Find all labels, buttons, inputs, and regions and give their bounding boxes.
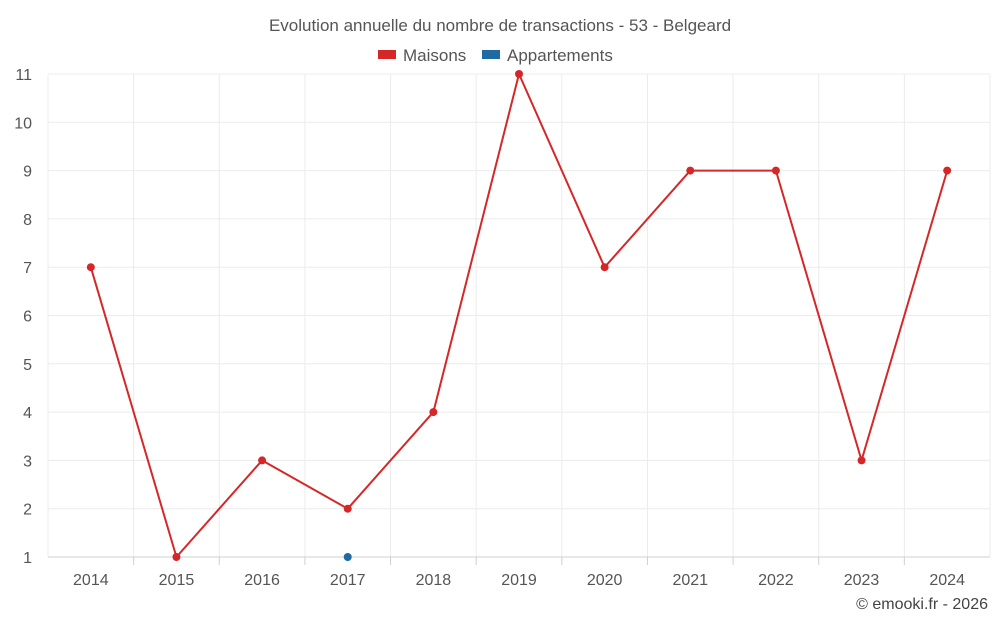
y-tick-label: 1: [23, 550, 32, 567]
x-tick-label: 2024: [929, 572, 965, 589]
data-point-maisons[interactable]: [686, 166, 695, 175]
data-point-maisons[interactable]: [515, 70, 523, 78]
y-tick-label: 4: [23, 405, 32, 422]
chart-title: Evolution annuelle du nombre de transact…: [269, 16, 731, 35]
data-point-maisons[interactable]: [86, 263, 95, 272]
x-tick-label: 2021: [672, 572, 708, 589]
data-point-maisons[interactable]: [771, 166, 780, 175]
data-point-maisons[interactable]: [172, 553, 181, 561]
y-tick-label: 10: [14, 115, 32, 132]
y-axis: 1 2 3 4 5 6 7 8 9 10 11: [14, 67, 32, 567]
x-tick-label: 2020: [587, 572, 623, 589]
y-tick-label: 7: [23, 260, 32, 277]
x-tick-label: 2018: [416, 572, 452, 589]
x-tick-label: 2019: [501, 572, 537, 589]
x-tick-label: 2023: [844, 572, 880, 589]
x-axis: 2014 2015 2016 2017 2018 2019 2020 2021 2022 2023…: [48, 556, 990, 589]
y-tick-label: 2: [23, 502, 32, 519]
data-point-maisons[interactable]: [429, 408, 438, 417]
data-point-maisons[interactable]: [857, 456, 866, 465]
data-point-maisons[interactable]: [258, 456, 267, 465]
x-tick-label: 2017: [330, 572, 366, 589]
legend-item-maisons[interactable]: Maisons: [378, 46, 466, 65]
y-tick-label: 6: [23, 309, 32, 326]
y-tick-label: 9: [23, 164, 32, 181]
legend: Maisons Appartements: [378, 46, 613, 65]
legend-swatch-maisons: [378, 50, 396, 59]
series-layer: [86, 70, 952, 561]
data-point-maisons[interactable]: [343, 504, 352, 513]
legend-swatch-appartements: [482, 50, 500, 59]
x-tick-label: 2022: [758, 572, 794, 589]
data-point-maisons[interactable]: [600, 263, 609, 272]
data-point-appartements[interactable]: [343, 553, 352, 561]
x-tick-label: 2015: [159, 572, 195, 589]
y-tick-label: 8: [23, 212, 32, 229]
x-tick-label: 2016: [244, 572, 280, 589]
legend-label-maisons: Maisons: [403, 46, 466, 65]
y-tick-label: 11: [15, 67, 32, 84]
legend-item-appartements[interactable]: Appartements: [482, 46, 613, 65]
legend-label-appartements: Appartements: [507, 46, 613, 65]
x-tick-label: 2014: [73, 572, 109, 589]
y-tick-label: 5: [23, 357, 32, 374]
y-tick-label: 3: [23, 453, 32, 470]
grid: [47, 73, 991, 557]
data-point-maisons[interactable]: [943, 166, 952, 175]
credit-text: © emooki.fr - 2026: [856, 596, 988, 613]
